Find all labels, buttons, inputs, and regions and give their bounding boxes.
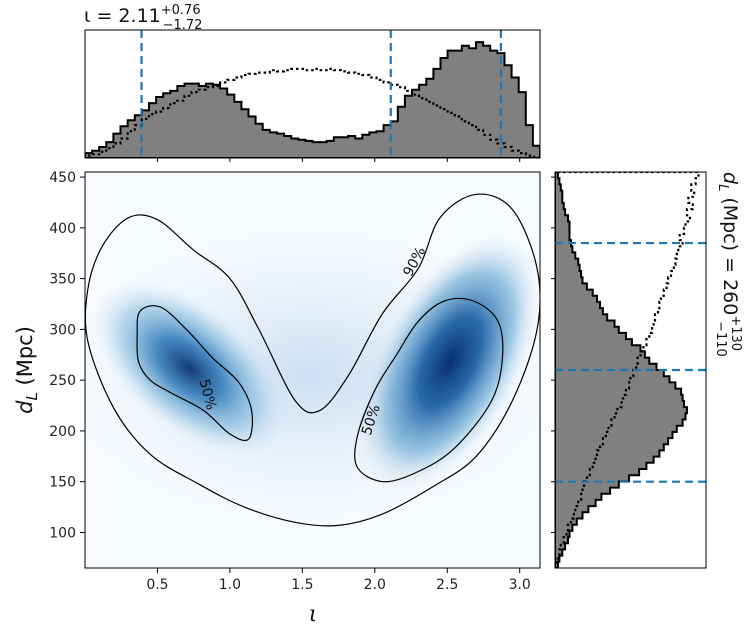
y-tick-label: 200 [49,424,76,440]
x-tick-label: 1.0 [219,577,241,593]
distance-summary-title: dL (Mpc) = 260+130−110 [713,172,743,357]
x-tick-label: 2.0 [364,577,386,593]
distance-marginal-ticks [551,176,555,533]
iota-marginal-panel [84,29,541,162]
x-tick-label: 3.0 [509,577,531,593]
contour-label: 50% [195,378,219,412]
distance-marginal-frame [554,171,707,569]
y-tick-label: 250 [49,373,76,389]
y-tick-label: 350 [49,272,76,288]
iota-summary-title: ι = 2.11+0.76 −1.72 [84,3,202,33]
contour-90-0 [85,193,540,527]
distance-prior-histogram [555,172,700,568]
joint-density-panel: 50%90%50% 0.5 1.0 1.5 2.0 2.5 3.0 10015020025… [49,170,541,593]
density-heatmap [85,225,540,526]
x-tick-label: 0.5 [146,577,168,593]
credible-contours [85,193,540,527]
iota-marginal-ticks [156,158,521,162]
y-tick-label: 450 [49,170,76,186]
density-mode-right [359,233,540,490]
iota-marginal-frame [84,29,541,159]
x-axis-label: ι [309,602,318,627]
contour-50-0 [136,305,254,442]
y-tick-label: 400 [49,221,76,237]
density-frame [84,171,541,569]
y-tick-label: 100 [49,525,76,541]
distance-marginal-panel [551,171,707,569]
y-tick-label: 150 [49,475,76,491]
iota-posterior-histogram [85,41,540,158]
iota-prior-histogram [85,67,540,158]
y-axis-ticks: 100 150 200 250 300 350 400 450 [49,170,85,541]
density-mode-left [92,280,287,456]
x-axis-ticks: 0.5 1.0 1.5 2.0 2.5 3.0 [146,568,531,593]
y-tick-label: 300 [49,322,76,338]
iota-quantile-lines [140,30,502,158]
x-tick-label: 1.5 [291,577,313,593]
y-axis-label: dL (Mpc) [13,326,41,414]
contour-50-1 [354,297,504,483]
x-tick-label: 2.5 [436,577,458,593]
